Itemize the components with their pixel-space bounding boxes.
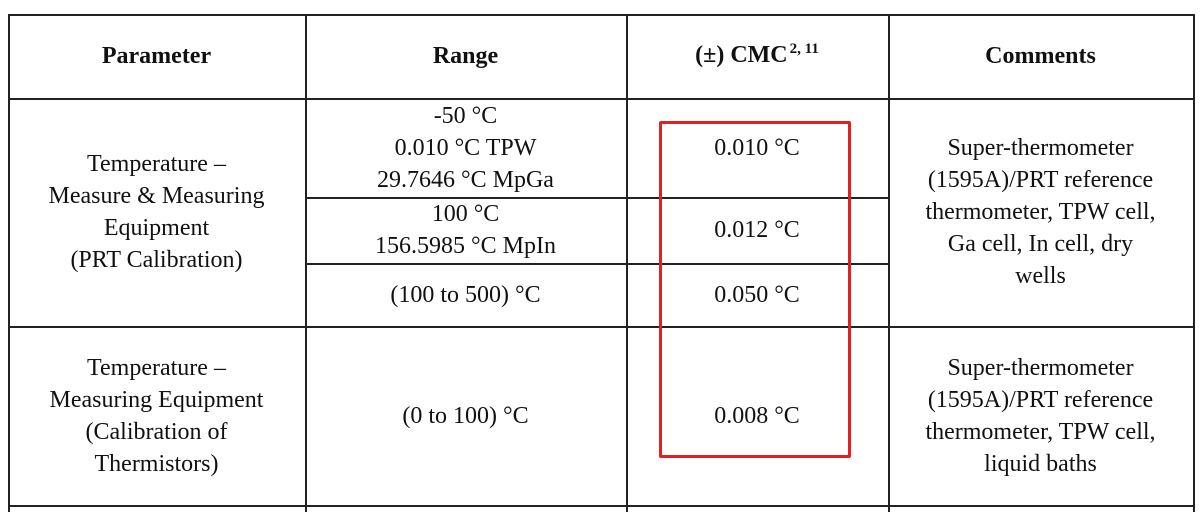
- table-border: [305, 263, 888, 265]
- comments-cell: Super-thermometer (1595A)/PRT reference th…: [888, 326, 1193, 505]
- table-border: [8, 505, 1193, 507]
- cmc-cell: 0.010 °C: [626, 98, 888, 197]
- comment-line: Super-thermometer: [947, 135, 1134, 161]
- parameter-cell: Temperature – Measuring Equipment (Calibra…: [8, 326, 305, 505]
- table-border: [305, 14, 307, 512]
- table-border: [626, 14, 628, 512]
- cmc-cell: 0.012 °C: [626, 197, 888, 263]
- range-line: 100 °C: [431, 201, 500, 227]
- highlight-box: [659, 121, 851, 458]
- header-cell: Comments: [888, 14, 1193, 98]
- range-line: 0.010 °C TPW: [394, 134, 537, 161]
- cmc-value: 0.050 °C: [714, 281, 800, 308]
- header-text: Range: [432, 43, 499, 69]
- range-cell: -50 °C 0.010 °C TPW 29.7646 °C MpGa: [305, 98, 626, 197]
- parameter-line: Temperature –: [87, 151, 226, 177]
- table-border: [8, 14, 1193, 16]
- parameter-line: (PRT Calibration): [70, 247, 243, 273]
- range-line: 29.7646 °C MpGa: [377, 166, 554, 193]
- range-line: 156.5985 °C MpIn: [375, 233, 556, 259]
- comment-line: wells: [1015, 263, 1066, 289]
- header-text: (±) CMC 2, 11: [695, 39, 819, 74]
- cmc-value: 0.010 °C: [714, 134, 800, 161]
- cmc-value: 0.012 °C: [714, 217, 800, 243]
- parameter-line: (Calibration of: [85, 418, 228, 445]
- parameter-cell: Temperature – Measure & Measuring Equipmen…: [8, 98, 305, 326]
- comment-line: liquid baths: [984, 450, 1097, 477]
- parameter-line: Measure & Measuring: [48, 183, 265, 209]
- range-line: (100 to 500) °C: [390, 281, 541, 308]
- parameter-line: Measuring Equipment: [49, 386, 264, 413]
- range-line: (0 to 100) °C: [402, 402, 529, 429]
- cmc-value: 0.008 °C: [714, 402, 800, 429]
- table-border: [888, 14, 890, 512]
- header-text: Comments: [985, 43, 1096, 69]
- parameter-line: Thermistors): [94, 450, 219, 477]
- comment-line: (1595A)/PRT reference: [927, 167, 1154, 193]
- header-cell: (±) CMC 2, 11: [626, 14, 888, 98]
- superscript: 2, 11: [789, 40, 819, 57]
- comments-cell: Super-thermometer (1595A)/PRT reference th…: [888, 98, 1193, 326]
- comment-line: (1595A)/PRT reference: [927, 386, 1154, 413]
- table-border: [8, 326, 1193, 328]
- comment-line: thermometer, TPW cell,: [925, 199, 1156, 225]
- header-cell: Range: [305, 14, 626, 98]
- table-border: [8, 98, 1193, 100]
- cmc-cell: 0.050 °C: [626, 263, 888, 326]
- parameter-line: Temperature –: [87, 354, 226, 381]
- header-text: (±) CMC: [695, 41, 788, 68]
- header-text: Parameter: [101, 43, 212, 69]
- table-border: [8, 14, 10, 512]
- range-cell: (100 to 500) °C: [305, 263, 626, 326]
- header-cell: Parameter: [8, 14, 305, 98]
- parameter-line: Equipment: [103, 215, 210, 241]
- cmc-cell: 0.008 °C: [626, 326, 888, 505]
- range-cell: (0 to 100) °C: [305, 326, 626, 505]
- comment-line: Super-thermometer: [947, 354, 1134, 381]
- comment-line: Ga cell, In cell, dry: [947, 231, 1134, 257]
- range-cell: 100 °C 156.5985 °C MpIn: [305, 197, 626, 263]
- table-border: [305, 197, 888, 199]
- table-border: [1193, 14, 1195, 512]
- comment-line: thermometer, TPW cell,: [925, 418, 1156, 445]
- range-line: -50 °C: [433, 102, 498, 129]
